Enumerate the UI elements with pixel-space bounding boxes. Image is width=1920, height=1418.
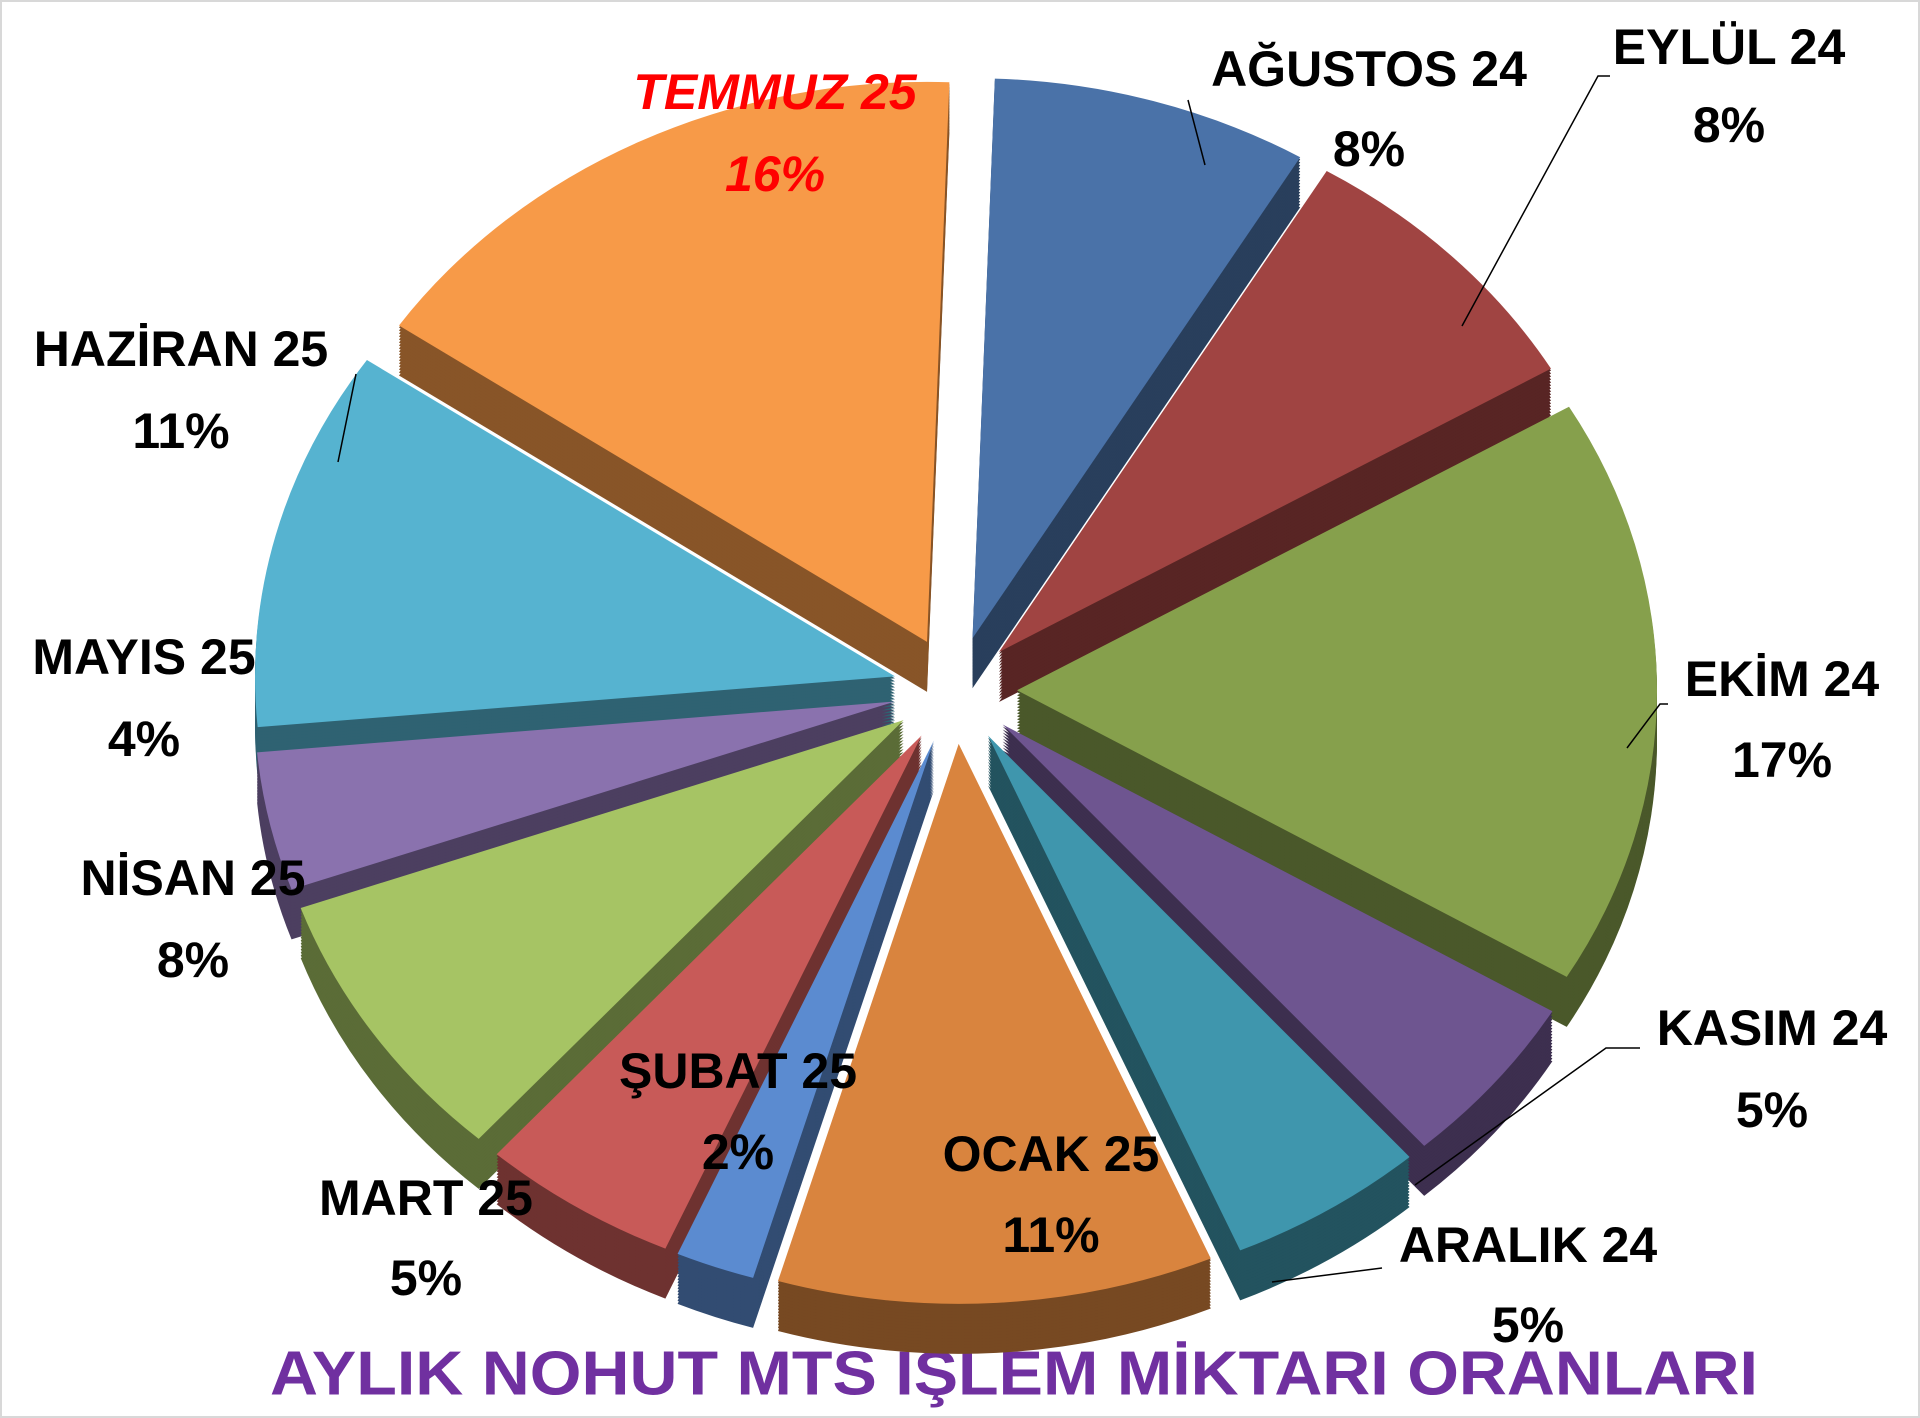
slice-top — [257, 701, 895, 890]
value-label: 5% — [1492, 1297, 1564, 1353]
value-label: 11% — [132, 403, 229, 459]
slice-label: ŞUBAT 25 — [619, 1043, 857, 1099]
leader-line — [1187, 99, 1206, 166]
slice — [255, 360, 896, 778]
slice-label: TEMMUZ 25 — [633, 64, 918, 120]
slice-label: AĞUSTOS 24 — [1211, 41, 1527, 97]
slice-label: OCAK 25 — [943, 1126, 1160, 1182]
value-label: 5% — [390, 1250, 462, 1306]
value-label: 8% — [1333, 121, 1405, 177]
slice-label: EYLÜL 24 — [1613, 19, 1846, 75]
value-label: 5% — [1736, 1082, 1808, 1138]
slice — [496, 735, 922, 1299]
slice-top — [1002, 724, 1553, 1146]
leader-line — [337, 373, 357, 463]
slice-top — [988, 735, 1410, 1251]
value-label: 11% — [1002, 1207, 1099, 1263]
slice — [972, 78, 1301, 689]
leader-line — [1626, 703, 1668, 749]
slice-label: EKİM 24 — [1685, 651, 1880, 707]
slice-top — [972, 78, 1301, 639]
slice — [677, 740, 934, 1328]
slice-label: MAYIS 25 — [32, 629, 255, 685]
slice-label: KASIM 24 — [1657, 1000, 1888, 1056]
slice-top — [1016, 406, 1657, 977]
slice — [300, 720, 904, 1189]
value-label: 16% — [725, 146, 825, 202]
slice — [998, 170, 1552, 702]
value-label: 4% — [108, 711, 180, 767]
slice-top — [398, 81, 950, 642]
slice-top — [677, 740, 934, 1278]
leader-line — [1414, 1047, 1640, 1186]
slice-label: NİSAN 25 — [80, 850, 305, 906]
value-label: 17% — [1732, 732, 1832, 788]
slice-label: HAZİRAN 25 — [34, 321, 328, 377]
value-label: 8% — [157, 932, 229, 988]
value-label: 8% — [1693, 97, 1765, 153]
slice-top — [496, 735, 922, 1249]
slice — [398, 81, 950, 692]
slice — [988, 735, 1410, 1301]
slice-label: MART 25 — [319, 1170, 533, 1226]
slice — [1002, 724, 1553, 1196]
slice — [1016, 406, 1657, 1027]
slice-top — [255, 360, 896, 728]
slice-top — [998, 170, 1552, 652]
slice-label: ARALIK 24 — [1399, 1217, 1658, 1273]
slice-top — [300, 720, 904, 1139]
leader-line — [1271, 1267, 1383, 1283]
leader-line — [1461, 75, 1610, 327]
value-label: 2% — [702, 1124, 774, 1180]
slice-top — [777, 743, 1211, 1304]
slice — [777, 743, 1211, 1354]
